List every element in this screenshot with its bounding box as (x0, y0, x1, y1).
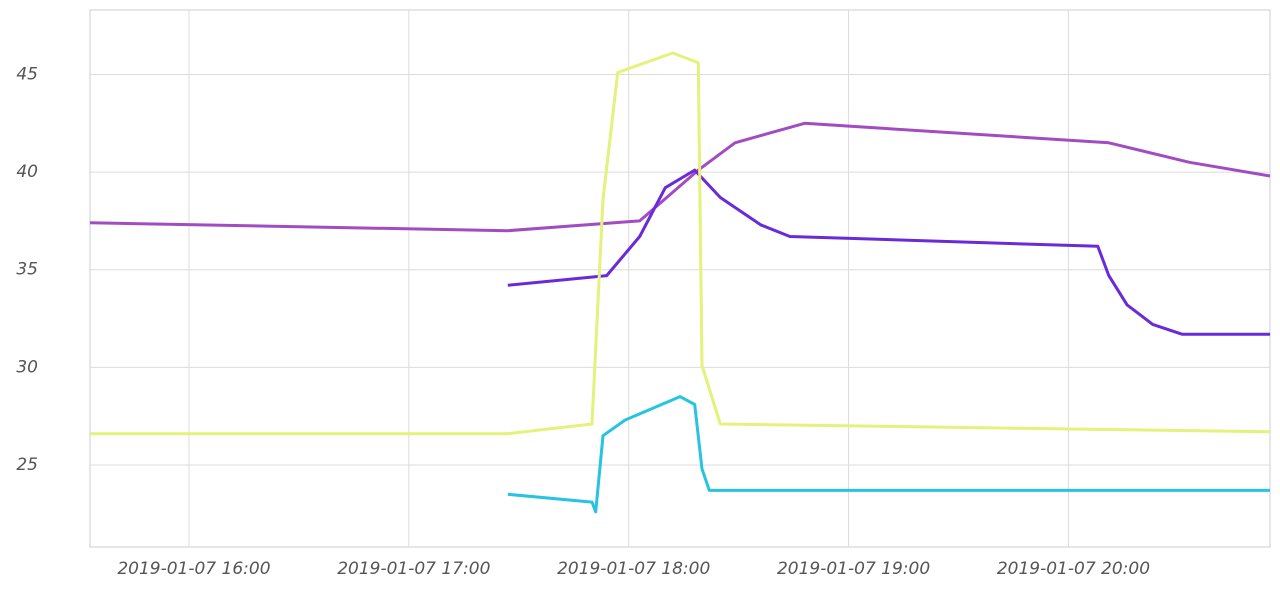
x-tick-label: 2019-01-07 18:00 (557, 559, 710, 579)
x-tick-label: 2019-01-07 16:00 (117, 559, 270, 579)
series-line (507, 168, 1270, 336)
x-tick-label: 2019-01-07 19:00 (777, 559, 930, 579)
y-tick-label: 30 (16, 357, 38, 377)
series-line (507, 395, 1270, 514)
y-tick-label: 45 (16, 64, 38, 84)
y-tick-label: 40 (16, 162, 38, 182)
y-tick-label: 25 (16, 455, 38, 475)
series-line (89, 121, 1271, 233)
x-tick-label: 2019-01-07 17:00 (337, 559, 490, 579)
y-tick-label: 35 (16, 260, 38, 280)
plot-frame (89, 9, 1271, 548)
x-tick-label: 2019-01-07 20:00 (997, 559, 1150, 579)
series-line (90, 51, 1271, 436)
